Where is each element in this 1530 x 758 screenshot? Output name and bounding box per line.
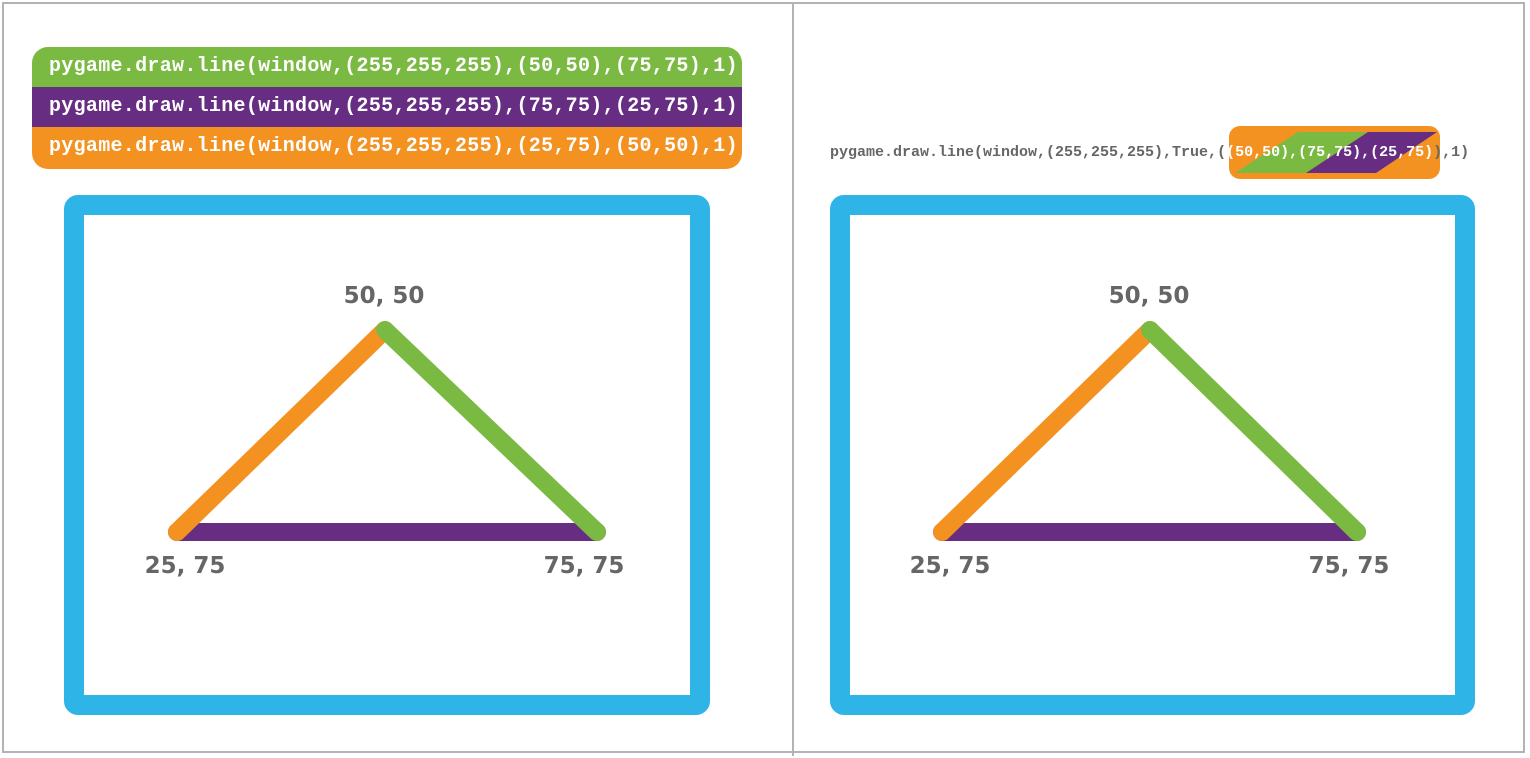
right-line-green — [1141, 321, 1366, 541]
code-suffix: ),1) — [1433, 144, 1470, 161]
right-label-top: 50, 50 — [1108, 283, 1190, 309]
left-code-block: pygame.draw.line(window,(255,255,255),(5… — [32, 47, 742, 169]
code-line-purple: pygame.draw.line(window,(255,255,255),(7… — [32, 87, 742, 127]
right-code-line: pygame.draw.line(window,(255,255,255),Tr… — [830, 143, 1469, 163]
code-line-orange: pygame.draw.line(window,(255,255,255),(2… — [32, 127, 742, 169]
left-line-green — [376, 321, 606, 541]
code-prefix: pygame.draw.line(window,(255,255,255),Tr… — [830, 144, 1227, 161]
highlight-purple-band — [1306, 132, 1437, 173]
right-line-orange — [933, 321, 1159, 541]
code-points: (50,50),(75,75),(25,75) — [1226, 144, 1434, 161]
right-window-frame — [830, 195, 1475, 715]
panel-divider — [792, 2, 794, 756]
left-label-bottom-right: 75, 75 — [543, 553, 625, 579]
code-line-green: pygame.draw.line(window,(255,255,255),(5… — [32, 47, 742, 87]
right-label-bottom-right: 75, 75 — [1308, 553, 1390, 579]
points-highlight — [1229, 126, 1440, 179]
left-window-frame — [64, 195, 710, 715]
highlight-green-band — [1235, 132, 1368, 173]
left-label-top: 50, 50 — [343, 283, 425, 309]
left-label-bottom-left: 25, 75 — [144, 553, 226, 579]
left-line-orange — [168, 321, 394, 541]
right-label-bottom-left: 25, 75 — [909, 553, 991, 579]
